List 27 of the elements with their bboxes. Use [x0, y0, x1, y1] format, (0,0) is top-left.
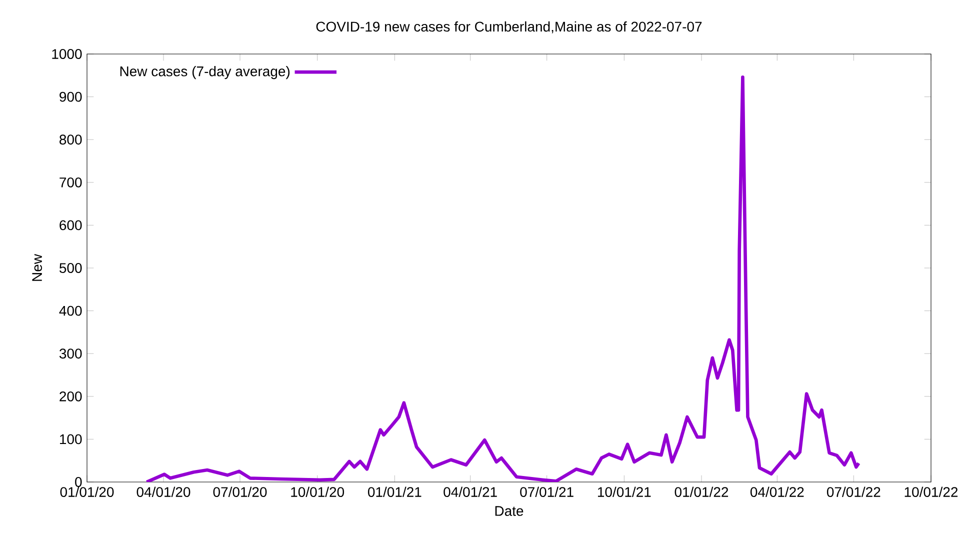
- y-axis-title: New: [32, 254, 42, 281]
- x-axis-title: Date: [495, 506, 524, 516]
- x-tick-label: 01/01/22: [674, 486, 728, 497]
- y-tick-label: 300: [59, 348, 82, 359]
- x-tick-label: 01/01/21: [368, 486, 422, 497]
- y-tick-label: 600: [60, 220, 82, 230]
- y-tick-label: 800: [60, 134, 82, 145]
- chart-title: COVID-19 new cases for Cumberland,Maine as of 2022-07-07: [316, 21, 702, 34]
- x-tick-label: 10/01/21: [598, 486, 651, 497]
- x-tick-label: 01/01/20: [60, 486, 114, 497]
- x-tick-label: 07/01/21: [520, 486, 574, 497]
- y-tick-label: 900: [60, 92, 82, 102]
- x-tick-label: 04/01/22: [750, 486, 804, 497]
- x-tick-label: 07/01/22: [826, 486, 880, 497]
- y-tick-label: 400: [59, 306, 82, 316]
- y-tick-label: 500: [60, 263, 82, 273]
- x-tick-label: 10/01/20: [291, 486, 344, 497]
- legend-label: New cases (7-day average): [120, 66, 290, 80]
- y-tick-label: 200: [60, 391, 82, 402]
- x-tick-label: 10/01/22: [904, 486, 958, 497]
- x-tick-label: 04/01/21: [444, 486, 497, 497]
- y-tick-label: 1000: [52, 49, 82, 59]
- x-tick-label: 04/01/20: [136, 486, 190, 497]
- y-tick-label: 0: [75, 477, 82, 487]
- y-tick-label: 700: [60, 177, 82, 188]
- y-tick-label: 100: [60, 434, 82, 444]
- x-tick-label: 07/01/20: [213, 486, 267, 497]
